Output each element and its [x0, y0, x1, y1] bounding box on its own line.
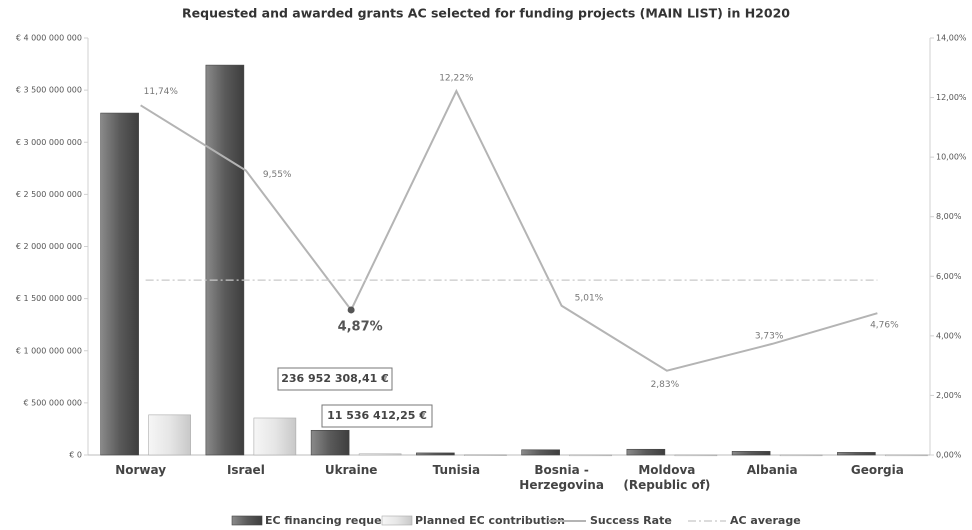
y2-tick-label: 14,00% — [936, 34, 967, 43]
bar — [100, 112, 139, 456]
y2-tick-label: 12,00% — [936, 93, 967, 102]
legend-label: Planned EC contribution — [415, 514, 565, 527]
bar — [626, 448, 666, 456]
bar — [674, 454, 718, 457]
success-rate-line — [140, 88, 878, 372]
data-label: 9,55% — [263, 170, 292, 180]
bar — [464, 454, 507, 456]
bar — [253, 417, 297, 456]
bar — [148, 414, 191, 456]
bar — [569, 454, 612, 457]
x-tick-label: Bosnia - Herzegovina — [519, 463, 604, 492]
bar — [837, 452, 876, 456]
legend-swatch — [231, 515, 263, 526]
data-label: 11 536 412,25 € — [327, 409, 427, 422]
bar — [779, 454, 823, 457]
bar — [416, 452, 455, 456]
y-tick-label: € 500 000 000 — [23, 398, 82, 407]
y2-tick-label: 10,00% — [936, 153, 967, 162]
bar — [310, 429, 350, 456]
data-label: 3,73% — [755, 331, 784, 341]
callout-box — [277, 367, 393, 391]
bar — [358, 453, 402, 456]
y2-tick-label: 0,00% — [936, 451, 962, 460]
bar — [205, 64, 245, 456]
x-tick-label: Ukraine — [324, 463, 378, 477]
y-tick-label: € 2 000 000 000 — [16, 242, 82, 251]
x-tick-label: Albania — [746, 463, 798, 477]
y-tick-label: € 4 000 000 000 — [16, 34, 82, 43]
y2-tick-label: 6,00% — [936, 272, 962, 281]
callout-box — [321, 404, 433, 428]
y-tick-label: € 0 — [69, 451, 82, 460]
x-tick-label: Israel — [226, 463, 265, 477]
legend-label: AC average — [730, 514, 801, 527]
data-label: 236 952 308,41 € — [281, 372, 389, 385]
y2-tick-label: 2,00% — [936, 391, 962, 400]
bar — [731, 451, 771, 456]
data-label: 4,87% — [338, 319, 383, 334]
x-tick-label: Moldova (Republic of) — [623, 463, 711, 492]
bar — [521, 449, 560, 456]
y2-tick-label: 8,00% — [936, 212, 962, 221]
y-tick-label: € 1 000 000 000 — [16, 346, 82, 355]
data-label: 2,83% — [651, 380, 680, 390]
y-tick-label: € 3 500 000 000 — [16, 86, 82, 95]
legend-label: Success Rate — [590, 514, 672, 527]
chart-title: Requested and awarded grants AC selected… — [182, 6, 790, 21]
y-tick-label: € 2 500 000 000 — [16, 190, 82, 199]
x-tick-label: Norway — [115, 463, 167, 477]
bar — [885, 454, 928, 457]
data-label: 5,01% — [575, 293, 604, 303]
legend-swatch — [381, 515, 413, 526]
x-tick-label: Georgia — [850, 463, 904, 477]
marker — [347, 306, 355, 314]
x-tick-label: Tunisia — [432, 463, 481, 477]
data-label: 12,22% — [439, 74, 474, 84]
data-label: 4,76% — [870, 321, 899, 331]
y-tick-label: € 3 000 000 000 — [16, 138, 82, 147]
legend-label: EC financing request — [265, 514, 393, 527]
y-tick-label: € 1 500 000 000 — [16, 294, 82, 303]
y2-tick-label: 4,00% — [936, 331, 962, 340]
data-label: 11,74% — [144, 87, 179, 97]
